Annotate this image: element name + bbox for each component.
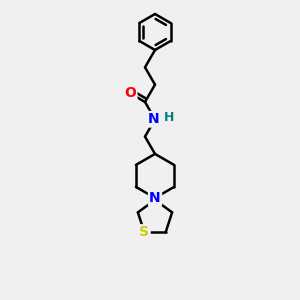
Text: N: N: [149, 191, 161, 205]
Text: S: S: [140, 226, 149, 239]
Text: O: O: [124, 86, 136, 100]
Text: N: N: [148, 112, 160, 126]
Text: H: H: [164, 111, 174, 124]
